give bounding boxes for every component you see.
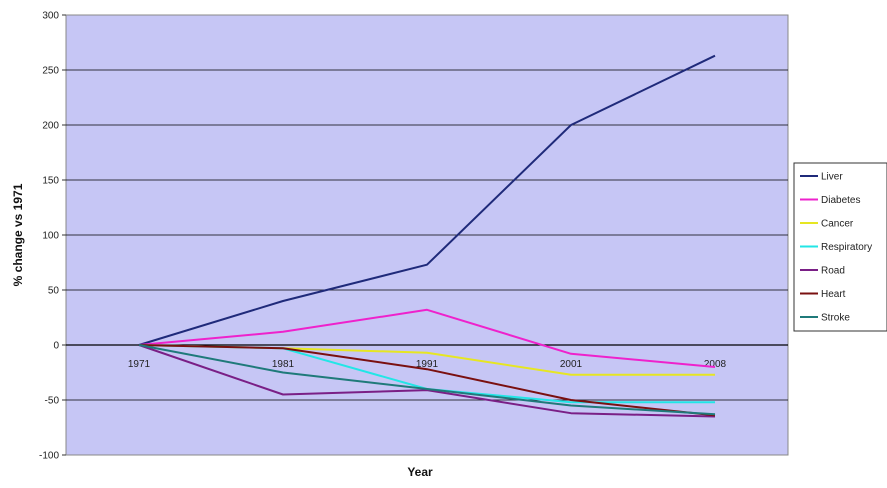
y-tick-label: 300 <box>42 11 59 22</box>
x-tick-label: 1971 <box>128 359 151 370</box>
series-line-liver <box>138 54 716 346</box>
y-tick-label: -100 <box>39 451 59 462</box>
x-tick-label: 2008 <box>704 359 727 370</box>
series-lines <box>138 54 716 418</box>
y-tick-label: 200 <box>42 121 59 132</box>
y-tick-labels: 300 250 200 150 100 50 0 -50 -100 <box>39 11 66 462</box>
x-tick-label: 1991 <box>416 359 439 370</box>
legend-label: Stroke <box>821 313 850 324</box>
legend-label: Liver <box>821 172 843 183</box>
x-tick-label: 2001 <box>560 359 583 370</box>
y-tick-label: 100 <box>42 231 59 242</box>
series-line-road <box>138 344 716 418</box>
series-line-heart <box>138 344 716 417</box>
gridlines <box>66 69 788 401</box>
y-axis-title: % change vs 1971 <box>11 183 25 286</box>
series-line-stroke <box>138 344 716 416</box>
y-tick-label: 0 <box>53 341 59 352</box>
x-tick-labels: 1971 1981 1991 2001 2008 <box>128 359 727 370</box>
legend-label: Diabetes <box>821 195 860 206</box>
x-tick-label: 1981 <box>272 359 295 370</box>
legend-label: Heart <box>821 289 846 300</box>
y-tick-label: 50 <box>48 286 60 297</box>
y-tick-label: 250 <box>42 66 59 77</box>
legend-label: Road <box>821 266 845 277</box>
legend: Liver Diabetes Cancer Respiratory Road Heart S… <box>793 162 887 332</box>
x-axis-title: Year <box>407 465 433 479</box>
legend-label: Respiratory <box>821 242 872 253</box>
legend-label: Cancer <box>821 219 854 230</box>
series-line-diabetes <box>138 308 716 368</box>
y-tick-label: 150 <box>42 176 59 187</box>
y-tick-label: -50 <box>45 396 60 407</box>
